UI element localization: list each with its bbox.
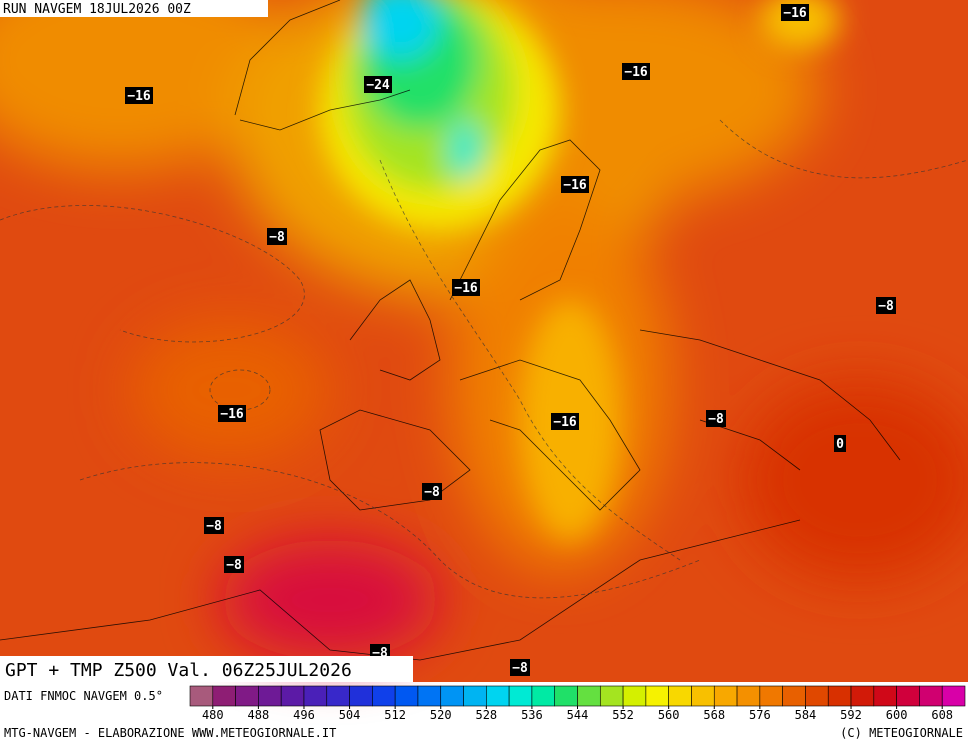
colorbar-tick-label: 592 [840, 708, 862, 722]
colorbar-tick-label: 568 [703, 708, 725, 722]
colorbar-swatch [508, 685, 533, 707]
colorbar-swatch [531, 685, 556, 707]
isotherm-label-box [876, 297, 896, 314]
colorbar-swatch [645, 685, 669, 707]
isotherm-label-box [551, 413, 579, 430]
colorbar-swatch [713, 685, 738, 707]
colorbar-swatch [759, 685, 783, 707]
colorbar-tick-label: 536 [521, 708, 543, 722]
header-run: RUN NAVGEM 18JUL2026 00Z [3, 2, 191, 17]
isotherm-label: −8 [878, 299, 894, 314]
isotherm-label-box [204, 517, 224, 534]
colorbar-swatch [691, 685, 715, 707]
colorbar-swatch [258, 685, 282, 707]
colorbar-swatch [736, 685, 761, 707]
isotherm-label-box [224, 556, 244, 573]
isotherm-label: −16 [783, 6, 807, 21]
colorbar-tick-label: 576 [749, 708, 771, 722]
colorbar-swatch [235, 685, 259, 707]
colorbar-tick-label: 608 [931, 708, 953, 722]
colorbar-swatch [622, 685, 647, 707]
isotherm-label: −16 [624, 65, 648, 80]
caption-box [0, 656, 413, 682]
colorbar-swatch [394, 685, 419, 707]
isotherm-label: −8 [206, 519, 222, 534]
caption-title: GPT + TMP Z500 Val. 06Z25JUL2026 [5, 660, 352, 681]
isotherm-label: −16 [563, 178, 587, 193]
footer-left: MTG-NAVGEM - ELABORAZIONE WWW.METEOGIORN… [4, 726, 336, 740]
colorbar-swatch [827, 685, 852, 707]
colorbar-swatch [440, 685, 464, 707]
isotherm-label: 0 [836, 437, 844, 452]
isotherm-label: −16 [454, 281, 478, 296]
isotherm-label: −8 [708, 412, 724, 427]
colorbar-swatch [599, 685, 624, 707]
footer-right: (C) METEOGIORNALE [840, 726, 963, 740]
colorbar-swatch [189, 685, 214, 707]
colorbar-swatch [486, 685, 510, 707]
isotherm-label: −8 [424, 485, 440, 500]
colorbar-swatch [554, 685, 578, 707]
header-box [0, 0, 268, 17]
colorbar-source: DATI FNMOC NAVGEM 0.5° [4, 689, 163, 703]
colorbar-swatch [577, 685, 601, 707]
colorbar-tick-label: 504 [339, 708, 361, 722]
colorbar-tick-label: 496 [293, 708, 315, 722]
colorbar-swatch [349, 685, 373, 707]
isotherm-label-box [267, 228, 287, 245]
colorbar-swatch [782, 685, 806, 707]
colorbar-tick-label: 584 [795, 708, 817, 722]
colorbar-swatch [212, 685, 236, 707]
isotherm-label: −24 [366, 78, 390, 93]
isotherm-label-box [834, 435, 846, 452]
colorbar-tick-label: 520 [430, 708, 452, 722]
map-field [0, 0, 968, 682]
colorbar-swatch [850, 685, 875, 707]
colorbar-swatch [326, 685, 350, 707]
colorbar-tick-label: 560 [658, 708, 680, 722]
colorbar-swatch [873, 685, 897, 707]
isotherm-label-box [561, 176, 589, 193]
colorbar-swatch [280, 685, 305, 707]
isotherm-label-box [125, 87, 153, 104]
isotherm-label-box [622, 63, 650, 80]
colorbar-swatch [668, 685, 692, 707]
isotherm-label-box [706, 410, 726, 427]
isotherm-label-box [781, 4, 809, 21]
isotherm-label-box [422, 483, 442, 500]
colorbar-swatch [417, 685, 442, 707]
isotherm-label: −16 [220, 407, 244, 422]
isotherm-label: −16 [127, 89, 151, 104]
isotherm-label-box [510, 659, 530, 676]
colorbar-swatch [896, 685, 920, 707]
isotherm-label: −8 [226, 558, 242, 573]
colorbar-tick-label: 488 [248, 708, 270, 722]
colorbar-tick-label: 528 [475, 708, 497, 722]
colorbar-swatch [463, 685, 487, 707]
isotherm-label: −8 [269, 230, 285, 245]
isotherm-label-box [452, 279, 480, 296]
colorbar-tick-label: 544 [567, 708, 589, 722]
colorbar-tick-label: 552 [612, 708, 634, 722]
colorbar-swatch [805, 685, 829, 707]
colorbar-tick-label: 600 [886, 708, 908, 722]
colorbar-tick-label: 480 [202, 708, 224, 722]
colorbar-swatch [372, 685, 396, 707]
colorbar-swatch [919, 685, 943, 707]
isotherm-label-box [218, 405, 246, 422]
colorbar-swatch [303, 685, 328, 707]
isotherm-label: −16 [553, 415, 577, 430]
colorbar-tick-label: 512 [384, 708, 406, 722]
colorbar-swatch [941, 685, 966, 707]
isotherm-label-box [364, 76, 392, 93]
isotherm-label: −8 [512, 661, 528, 676]
